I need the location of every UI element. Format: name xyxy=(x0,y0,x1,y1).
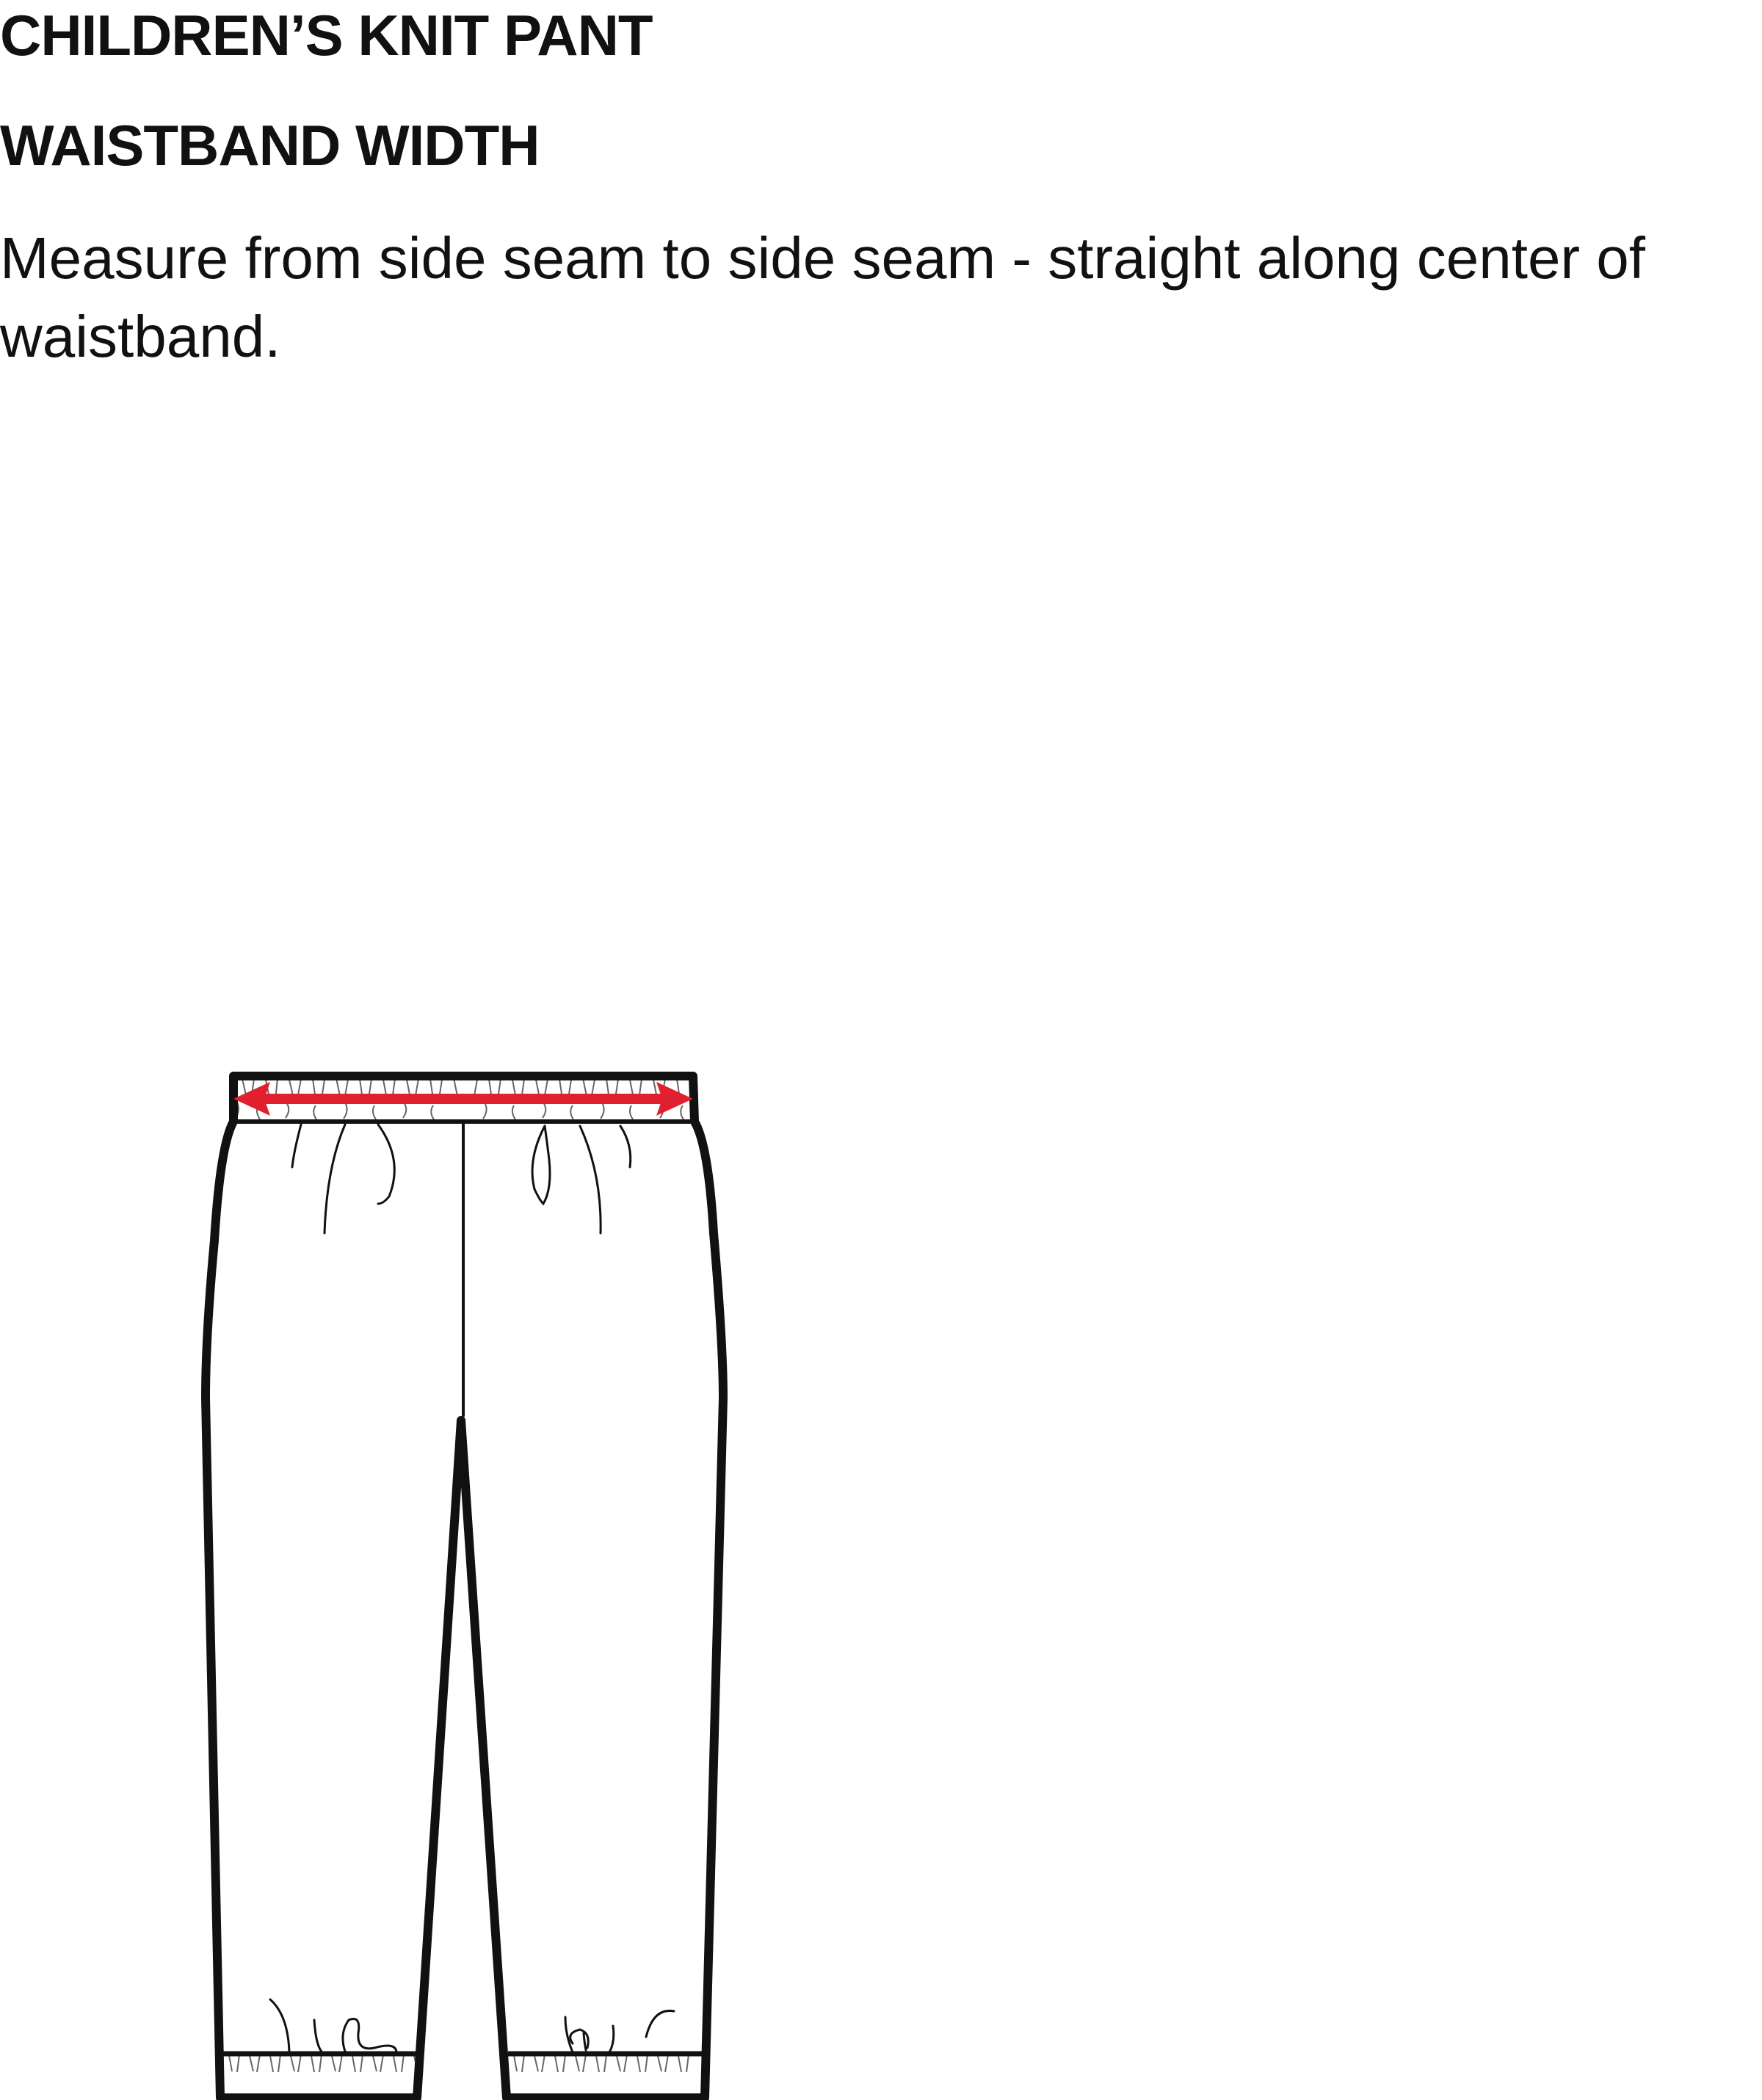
waistband-texture xyxy=(236,1078,684,1120)
measurement-instructions: Measure from side seam to side seam - st… xyxy=(0,225,1646,369)
measurement-name: WAISTBAND WIDTH xyxy=(0,113,540,178)
page-title: CHILDREN’S KNIT PANT xyxy=(0,3,653,68)
waistband-measurement-arrow xyxy=(233,1082,693,1116)
cuff-texture xyxy=(228,2054,689,2073)
arrowhead-left xyxy=(233,1082,270,1116)
pant-outline xyxy=(201,1072,728,2100)
cuff-gathers xyxy=(269,1998,675,2054)
drawstring xyxy=(291,1123,632,1235)
arrowhead-right xyxy=(656,1082,693,1116)
